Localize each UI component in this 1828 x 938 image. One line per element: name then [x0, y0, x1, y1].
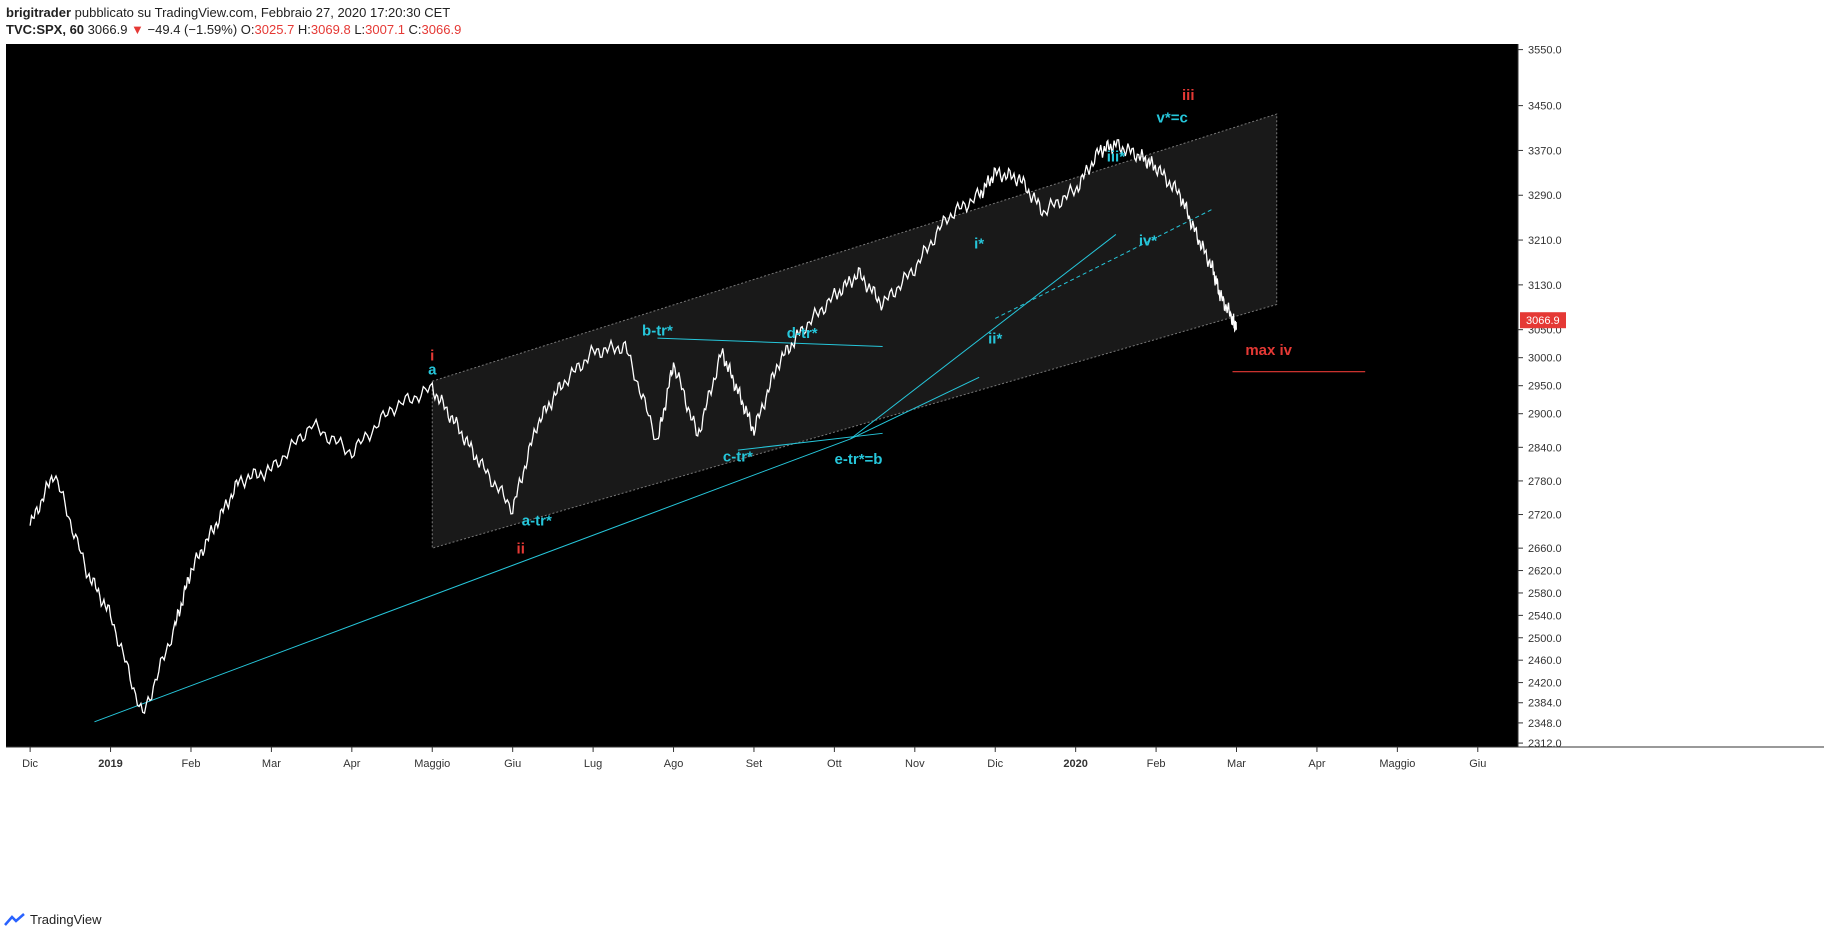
price-series[interactable] — [29, 138, 1237, 715]
x-tick-label: Dic — [22, 758, 38, 770]
open-label: O: — [240, 22, 255, 37]
wave-label[interactable]: i — [430, 347, 434, 364]
x-tick-label: Giu — [1469, 758, 1486, 770]
y-tick-label: 3450.0 — [1528, 101, 1562, 113]
chart-area[interactable]: i a ii a-tr* b-tr* c-tr* d-tr* e-tr*=b i* ii* iii*… — [6, 44, 1824, 904]
wave-label[interactable]: b-tr* — [642, 322, 673, 339]
y-tick-label: 3130.0 — [1528, 280, 1562, 292]
author-name[interactable]: brigitrader — [6, 5, 72, 20]
wave-label[interactable]: v*=c — [1157, 109, 1188, 126]
high-value: 3069.8 — [310, 22, 351, 37]
y-tick-label: 2460.0 — [1528, 655, 1562, 667]
ohlc-line: TVC:SPX, 60 3066.9 ▼ −49.4 (−1.59%) O:30… — [6, 21, 461, 38]
close-label: C: — [408, 22, 422, 37]
high-label: H: — [297, 22, 311, 37]
triangle-lower-line[interactable] — [737, 432, 883, 451]
price-change: −49.4 (−1.59%) — [147, 22, 238, 37]
y-tick-label: 2348.0 — [1528, 718, 1562, 730]
x-tick-label: Mar — [1227, 758, 1246, 770]
wave-label[interactable]: max iv — [1245, 342, 1292, 359]
chart-header: brigitrader pubblicato su TradingView.co… — [6, 4, 461, 38]
publish-line: brigitrader pubblicato su TradingView.co… — [6, 4, 461, 21]
y-tick-label: 2580.0 — [1528, 588, 1562, 600]
x-tick-label: Feb — [1147, 758, 1166, 770]
triangle-upper-line[interactable] — [657, 337, 883, 347]
low-value: 3007.1 — [365, 22, 405, 37]
x-tick-label: 2020 — [1063, 758, 1087, 770]
y-tick-label: 3000.0 — [1528, 353, 1562, 365]
x-tick-label: 2019 — [98, 758, 122, 770]
y-tick-label: 2420.0 — [1528, 678, 1562, 690]
wave-label[interactable]: ii* — [988, 331, 1002, 348]
y-tick-label: 2720.0 — [1528, 510, 1562, 522]
fan-line-2[interactable] — [850, 234, 1117, 440]
trend-channel[interactable] — [431, 113, 1278, 549]
symbol-label[interactable]: TVC:SPX, 60 — [6, 22, 85, 37]
x-tick-label: Nov — [905, 758, 925, 770]
y-tick-label: 3210.0 — [1528, 235, 1562, 247]
wave-label[interactable]: iv* — [1139, 233, 1158, 250]
y-tick-label: 2900.0 — [1528, 409, 1562, 421]
footer-brand[interactable]: TradingView — [30, 912, 102, 927]
publish-info: pubblicato su TradingView.com, Febbraio … — [74, 5, 451, 20]
y-tick-label: 2780.0 — [1528, 476, 1562, 488]
tradingview-footer: TradingView — [4, 912, 102, 927]
wave-label[interactable]: a — [428, 361, 437, 378]
wave-label[interactable]: a-tr* — [522, 513, 552, 530]
open-value: 3025.7 — [254, 22, 295, 37]
y-tick-label: 2384.0 — [1528, 698, 1562, 710]
main-trendline[interactable] — [94, 438, 851, 723]
y-tick-label: 3550.0 — [1528, 45, 1562, 57]
x-tick-label: Mar — [262, 758, 281, 770]
fan-line-1[interactable] — [850, 376, 980, 440]
last-price-badge-label: 3066.9 — [1526, 315, 1560, 327]
y-tick-label: 2312.0 — [1528, 738, 1562, 750]
x-tick-label: Lug — [584, 758, 602, 770]
dashed-trendline[interactable] — [995, 208, 1213, 319]
wave-label[interactable]: d-tr* — [787, 325, 818, 342]
y-tick-label: 3290.0 — [1528, 190, 1562, 202]
y-tick-label: 2620.0 — [1528, 566, 1562, 578]
wave-label[interactable]: i* — [974, 235, 984, 252]
x-tick-label: Dic — [987, 758, 1003, 770]
x-tick-label: Apr — [1308, 758, 1325, 770]
y-tick-label: 2540.0 — [1528, 610, 1562, 622]
y-tick-label: 2660.0 — [1528, 543, 1562, 555]
low-label: L: — [354, 22, 366, 37]
wave-label[interactable]: e-tr*=b — [835, 451, 883, 468]
x-tick-label: Maggio — [1379, 758, 1415, 770]
close-value: 3066.9 — [421, 22, 462, 37]
wave-label[interactable]: ii — [517, 541, 525, 558]
last-price: 3066.9 — [87, 22, 128, 37]
wave-label[interactable]: iii* — [1107, 149, 1126, 166]
x-tick-label: Ago — [664, 758, 684, 770]
x-tick-label: Maggio — [414, 758, 450, 770]
last-price-badge — [1520, 312, 1566, 329]
down-arrow-icon: ▼ — [131, 22, 144, 37]
y-tick-label: 2840.0 — [1528, 442, 1562, 454]
y-tick-label: 3370.0 — [1528, 145, 1562, 157]
x-tick-label: Feb — [181, 758, 200, 770]
wave-label[interactable]: iii — [1182, 87, 1195, 104]
wave-label[interactable]: c-tr* — [723, 448, 753, 465]
x-tick-label: Apr — [343, 758, 360, 770]
x-tick-label: Ott — [827, 758, 842, 770]
price-chart[interactable]: ia ii a-tr* b-tr* c-tr* d-tr* e-tr*=b i* ii* iii*… — [6, 44, 1824, 904]
y-tick-label: 2500.0 — [1528, 633, 1562, 645]
x-tick-label: Set — [746, 758, 763, 770]
x-tick-label: Giu — [504, 758, 521, 770]
y-tick-label: 2950.0 — [1528, 381, 1562, 393]
tradingview-logo-icon — [4, 912, 25, 926]
